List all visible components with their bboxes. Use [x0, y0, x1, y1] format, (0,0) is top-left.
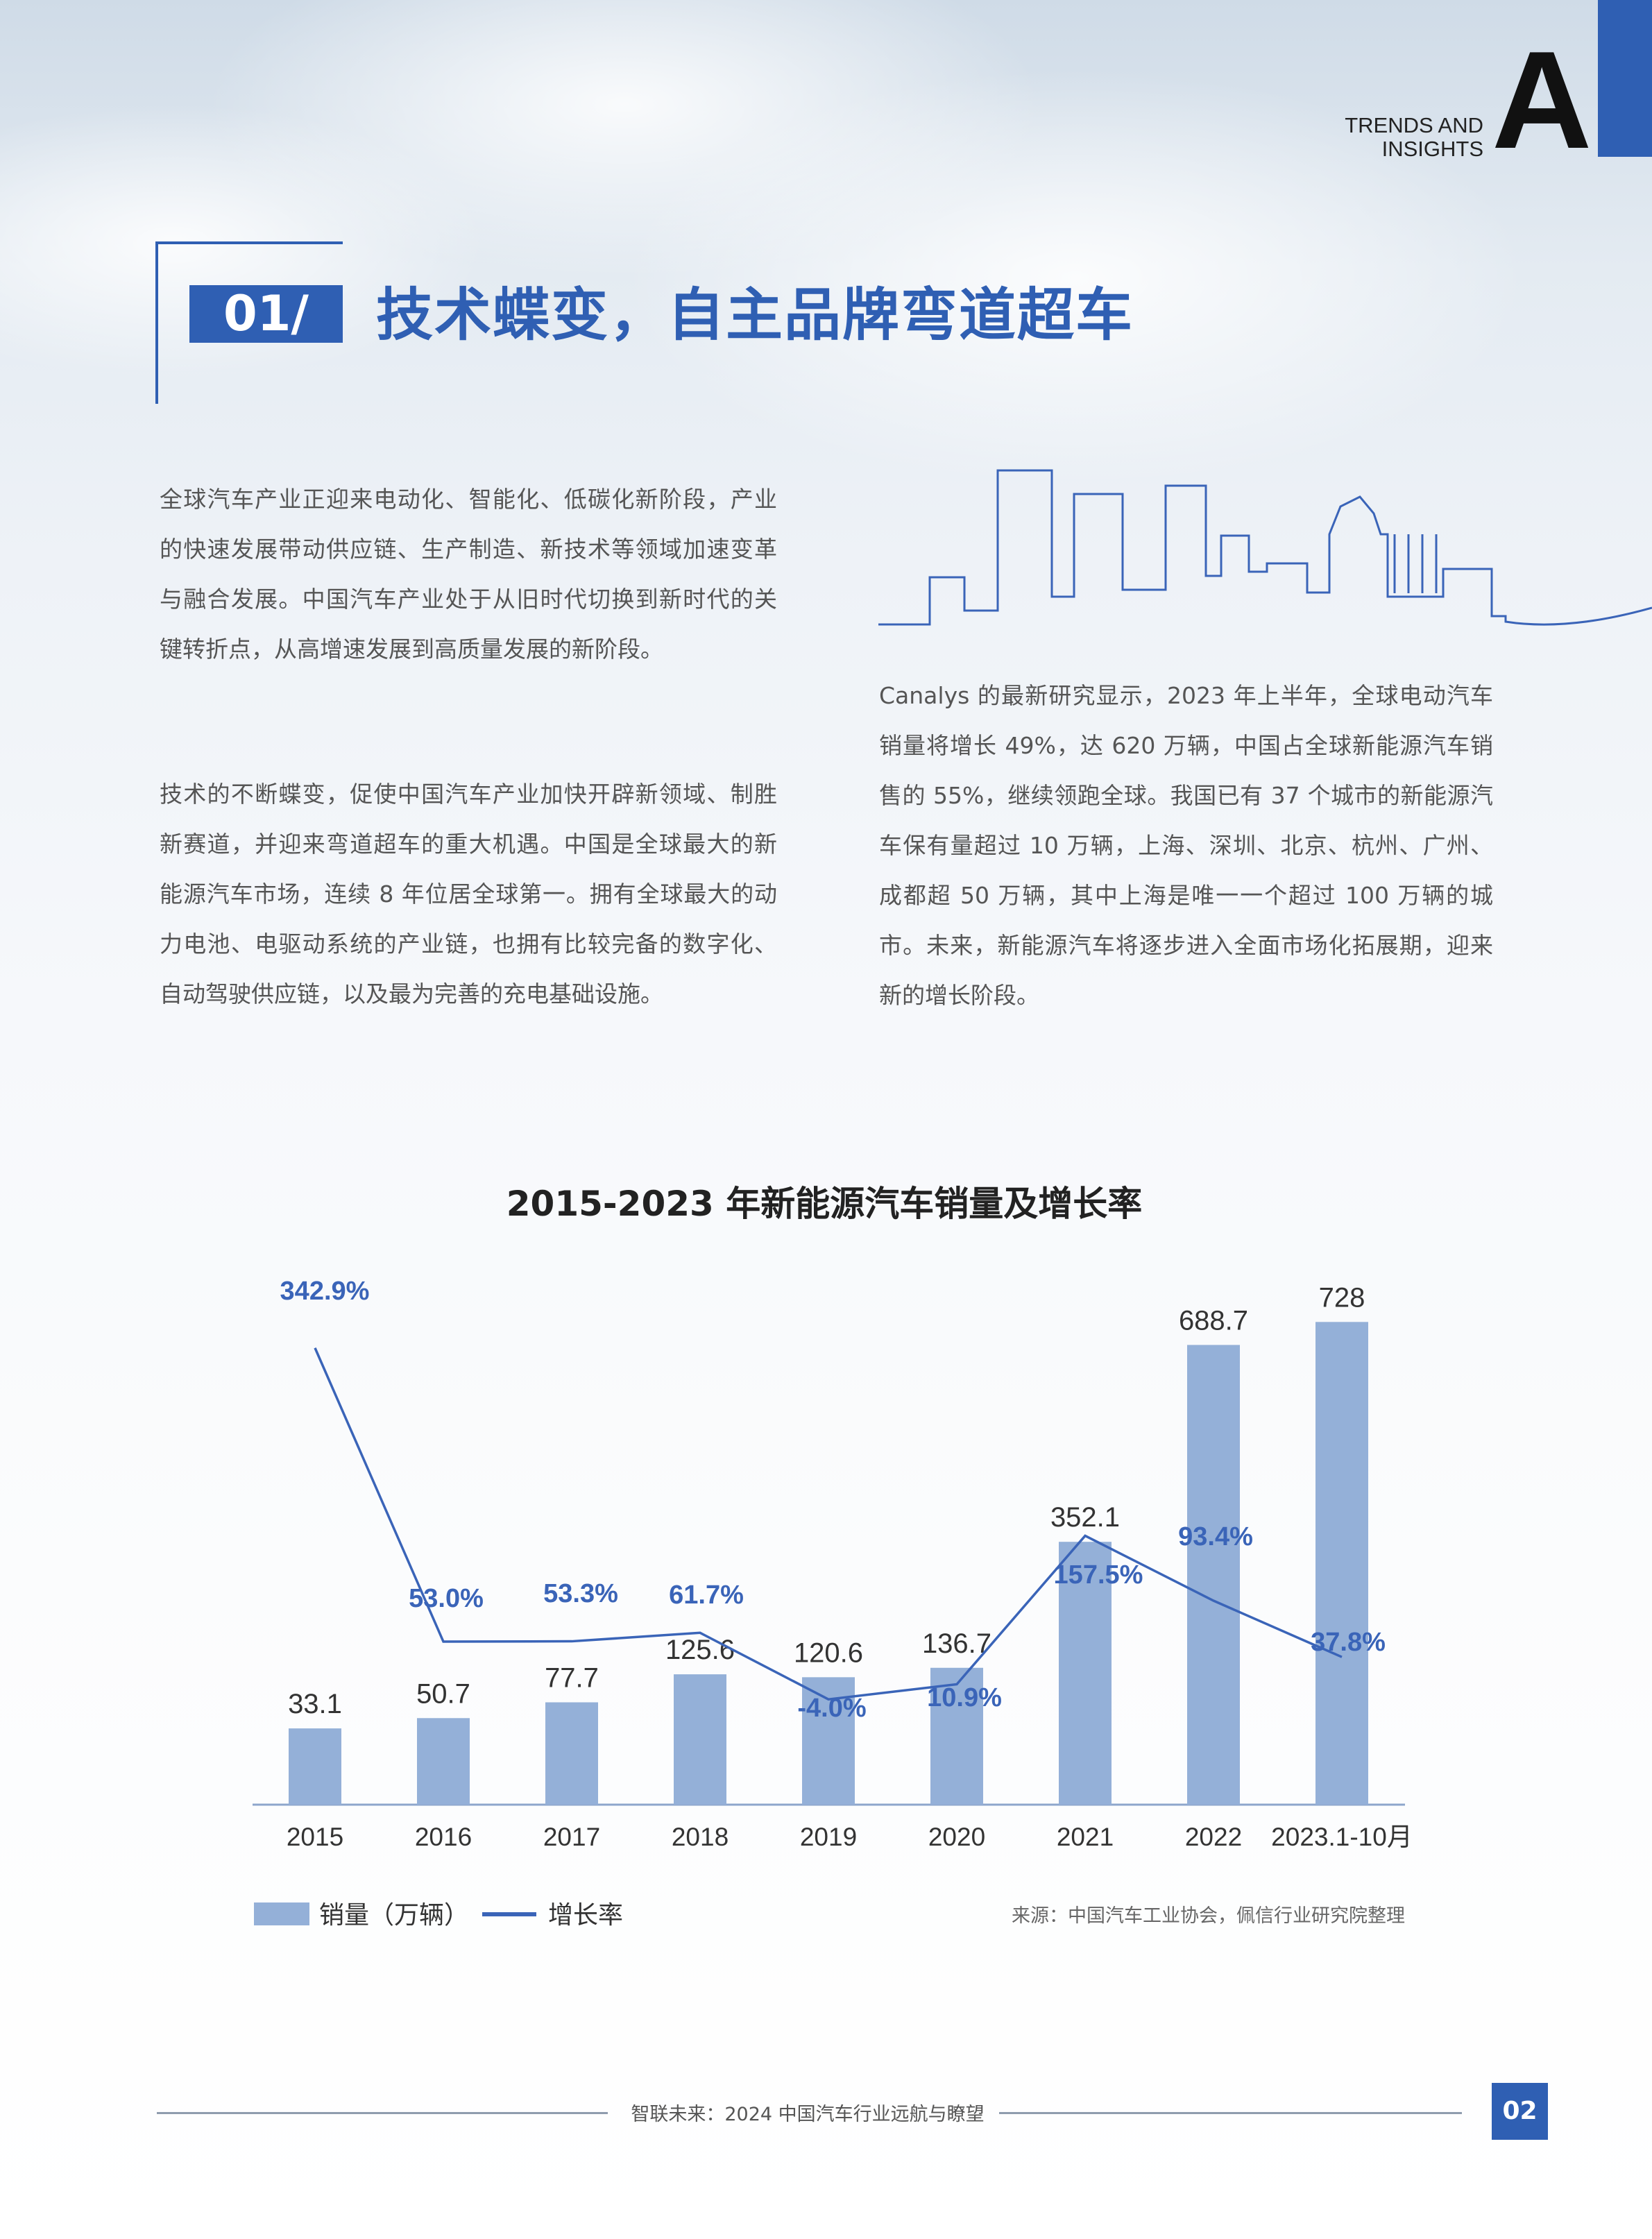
growth-rate-label: -4.0%	[797, 1694, 866, 1723]
bar-value-label: 352.1	[1050, 1502, 1120, 1533]
bar-2022	[1187, 1345, 1240, 1805]
chart-title: 2015-2023 年新能源汽车销量及增长率	[506, 1184, 1143, 1224]
bar-value-label: 728	[1319, 1282, 1365, 1313]
page-number: 02	[1492, 2083, 1548, 2140]
insights-label: INSIGHTS	[1381, 137, 1483, 161]
growth-rate-label: 93.4%	[1178, 1522, 1253, 1551]
legend-bar-swatch	[254, 1902, 309, 1925]
x-tick-label: 2018	[672, 1823, 729, 1851]
bar-value-label: 136.7	[922, 1628, 991, 1659]
bar-2015	[289, 1728, 341, 1805]
bar-2020	[930, 1667, 983, 1805]
bar-value-label: 77.7	[545, 1662, 599, 1693]
footer-line-left	[157, 2112, 608, 2114]
x-tick-label: 2023.1-10月	[1271, 1823, 1413, 1851]
growth-rate-line	[314, 1347, 1343, 1701]
bar-2018	[674, 1674, 726, 1805]
trends-label: TRENDS AND	[1345, 113, 1483, 137]
bar-value-label: 50.7	[416, 1678, 470, 1709]
x-tick-label: 2016	[415, 1823, 472, 1851]
footer-title: 智联未来：2024 中国汽车行业远航与瞭望	[631, 2104, 985, 2125]
growth-rate-label: 53.0%	[409, 1584, 484, 1613]
corner-accent-bar	[1598, 0, 1652, 157]
legend-growth-label: 增长率	[548, 1901, 623, 1930]
growth-rate-label: 37.8%	[1311, 1628, 1386, 1657]
frame-top-line	[155, 241, 343, 244]
corner-letter: A	[1492, 23, 1592, 178]
growth-rate-label: 61.7%	[669, 1581, 744, 1610]
x-tick-label: 2017	[543, 1823, 600, 1851]
growth-rate-label: 157.5%	[1054, 1560, 1143, 1590]
section-title: 技术蝶变，自主品牌弯道超车	[376, 282, 1134, 348]
bar-2016	[417, 1718, 470, 1805]
bar-value-label: 125.6	[665, 1635, 735, 1665]
left-paragraph-2: 技术的不断蝶变，促使中国汽车产业加快开辟新领域、制胜新赛道，并迎来弯道超车的重大…	[160, 781, 777, 1007]
footer-line-right	[999, 2112, 1462, 2114]
chart-source: 来源：中国汽车工业协会，佩信行业研究院整理	[1012, 1905, 1405, 1927]
bar-2021	[1059, 1542, 1112, 1805]
bar-value-label: 688.7	[1179, 1305, 1248, 1336]
growth-rate-label: 53.3%	[543, 1579, 618, 1608]
right-paragraph: Canalys 的最新研究显示，2023 年上半年，全球电动汽车销量将增长 49…	[879, 682, 1493, 1009]
frame-left-line	[155, 243, 158, 404]
x-tick-label: 2022	[1185, 1823, 1242, 1851]
x-tick-label: 2015	[287, 1823, 343, 1851]
left-paragraph-1: 全球汽车产业正迎来电动化、智能化、低碳化新阶段，产业的快速发展带动供应链、生产制…	[160, 486, 777, 663]
bar-2017	[545, 1702, 598, 1805]
x-tick-label: 2019	[800, 1823, 857, 1851]
x-tick-label: 2020	[928, 1823, 985, 1851]
growth-rate-label: 342.9%	[280, 1277, 370, 1306]
growth-rate-label: 10.9%	[927, 1683, 1002, 1712]
section-number: 01/	[189, 285, 343, 343]
x-tick-label: 2021	[1057, 1823, 1114, 1851]
bar-value-label: 33.1	[288, 1689, 342, 1719]
bar-2023.1-10月	[1315, 1322, 1368, 1805]
legend-sales-label: 销量（万辆）	[319, 1901, 469, 1930]
bar-value-label: 120.6	[794, 1637, 863, 1668]
